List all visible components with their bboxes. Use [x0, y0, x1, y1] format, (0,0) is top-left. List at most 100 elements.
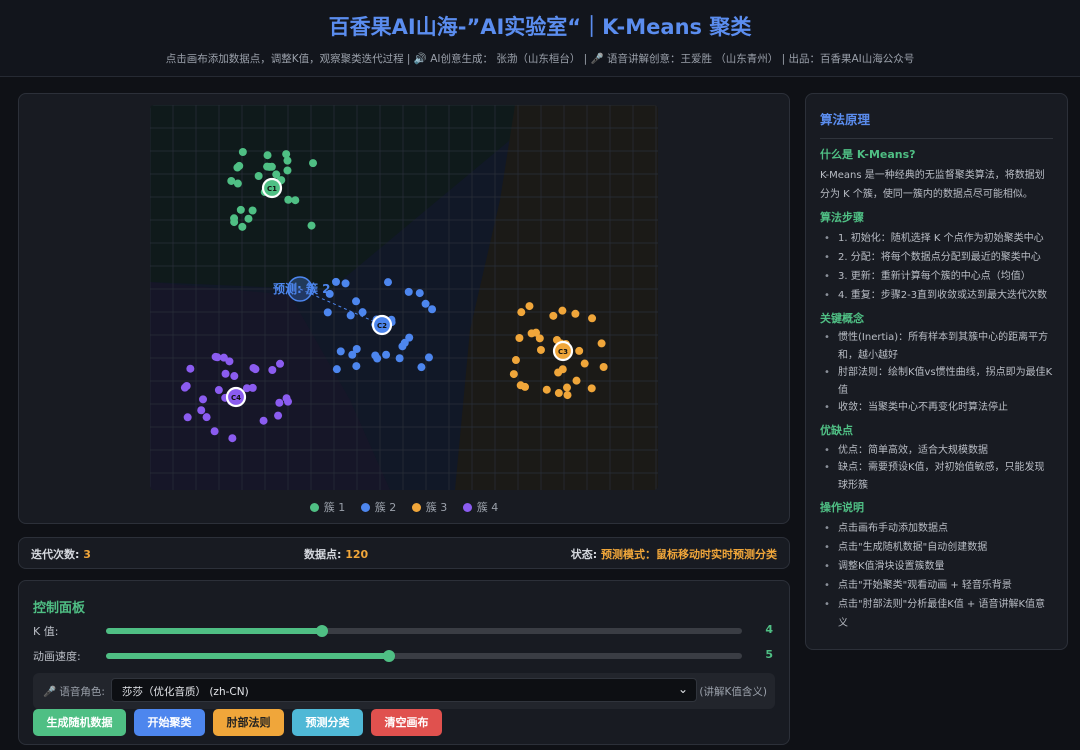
- k-slider[interactable]: [106, 625, 742, 637]
- legend-item-2: 簇 2: [360, 501, 396, 514]
- data-point: [227, 176, 236, 185]
- data-point: [228, 434, 237, 443]
- speed-slider-row: 动画速度: 5: [33, 648, 773, 663]
- data-point: [535, 334, 544, 343]
- data-point: [562, 383, 571, 392]
- data-point: [527, 329, 536, 338]
- algorithm-title: 算法原理: [820, 108, 1053, 139]
- data-point: [509, 370, 518, 379]
- data-point: [291, 196, 300, 205]
- data-point: [276, 359, 285, 368]
- data-point: [268, 365, 277, 374]
- data-point: [248, 206, 257, 215]
- data-point: [219, 353, 228, 362]
- speed-slider[interactable]: [106, 650, 742, 662]
- centroid-2: [371, 314, 393, 336]
- k-value: 4: [765, 623, 773, 636]
- data-point: [307, 221, 316, 230]
- data-point: [254, 172, 263, 181]
- data-point: [242, 384, 251, 393]
- data-point: [597, 339, 606, 348]
- clear-canvas-button[interactable]: 清空画布: [371, 709, 442, 736]
- k-slider-handle[interactable]: [316, 625, 329, 637]
- canvas-panel: 预测: 簇 2 C1 C2 C3 C4 簇 1 簇 2 簇 3 簇 4: [18, 93, 790, 524]
- centroid-label: C2: [377, 322, 387, 330]
- data-point: [588, 314, 597, 323]
- data-point: [373, 354, 382, 363]
- voice-hint: (讲解K值含义): [699, 686, 767, 698]
- data-point: [197, 406, 206, 415]
- elbow-method-button[interactable]: 肘部法则: [213, 709, 284, 736]
- data-point: [282, 394, 291, 403]
- data-point: [599, 363, 608, 372]
- centroid-4: [225, 386, 247, 408]
- data-point: [210, 427, 219, 436]
- k-slider-row: K 值: 4: [33, 623, 773, 638]
- data-point: [213, 353, 222, 362]
- generate-data-button[interactable]: 生成随机数据: [33, 709, 126, 736]
- data-point: [525, 302, 534, 311]
- data-point: [282, 150, 291, 159]
- data-point: [572, 376, 581, 385]
- prediction-label: 预测: 簇 2: [273, 281, 331, 296]
- data-point: [346, 311, 355, 320]
- data-point: [404, 287, 413, 296]
- control-panel: 控制面板 K 值: 4 动画速度: 5 🎤 语音角色: 莎莎（优化音质） (zh…: [18, 580, 790, 745]
- data-point: [352, 362, 361, 371]
- data-point: [352, 297, 361, 306]
- data-point: [352, 344, 361, 353]
- cluster-canvas[interactable]: 预测: 簇 2 C1 C2 C3 C4: [150, 105, 658, 490]
- section-heading: 操作说明: [820, 501, 864, 515]
- legend: 簇 1 簇 2 簇 3 簇 4: [19, 499, 789, 515]
- data-point: [395, 354, 404, 363]
- centroid-label: C3: [558, 348, 568, 356]
- start-clustering-button[interactable]: 开始聚类: [134, 709, 205, 736]
- data-point: [180, 383, 189, 392]
- data-point: [259, 416, 268, 425]
- data-point: [563, 391, 572, 400]
- data-point: [511, 356, 520, 365]
- data-point: [382, 350, 391, 359]
- region-cluster-3: [455, 105, 658, 490]
- section-heading: 算法步骤: [820, 210, 864, 224]
- data-point: [571, 309, 580, 318]
- region-cluster-4: [150, 282, 390, 490]
- centroid-1: [261, 177, 283, 199]
- data-point: [336, 347, 345, 356]
- data-point: [417, 363, 426, 372]
- data-point: [554, 389, 563, 398]
- voice-label: 🎤 语音角色:: [43, 686, 105, 698]
- prediction-line: [299, 288, 383, 326]
- data-point: [238, 148, 247, 157]
- data-point: [521, 382, 530, 391]
- data-point: [558, 306, 567, 315]
- data-point: [284, 195, 293, 204]
- data-point: [587, 384, 596, 393]
- ops-list: 点击画布手动添加数据点点击"生成随机数据"自动创建数据调整K值滑块设置簇数量点击…: [820, 519, 1053, 633]
- header: 百香果AI山海-”AI实验室“｜K-Means 聚类 点击画布添加数据点，调整K…: [0, 0, 1080, 77]
- control-panel-title: 控制面板: [33, 601, 86, 616]
- predict-button[interactable]: 预测分类: [292, 709, 363, 736]
- chevron-down-icon: ⌄: [677, 682, 688, 696]
- voice-select[interactable]: 莎莎（优化音质） (zh-CN) ⌄: [111, 678, 697, 702]
- speed-slider-handle[interactable]: [383, 650, 396, 662]
- data-point: [244, 214, 253, 223]
- legend-item-3: 簇 3: [411, 501, 447, 514]
- data-point: [323, 308, 332, 317]
- data-point: [332, 365, 341, 374]
- data-point: [358, 308, 367, 317]
- data-point: [183, 413, 192, 422]
- data-point: [221, 369, 230, 378]
- page-subtitle: 点击画布添加数据点，调整K值，观察聚类迭代过程 | 🔊 AI创意生成： 张渤（山…: [165, 53, 915, 65]
- data-point: [283, 166, 292, 175]
- data-point: [274, 411, 283, 420]
- legend-item-4: 簇 4: [462, 501, 498, 514]
- data-point: [421, 299, 430, 308]
- steps-list: 1. 初始化：随机选择 K 个点作为初始聚类中心2. 分配：将每个数据点分配到最…: [820, 229, 1053, 305]
- data-point: [238, 222, 247, 231]
- speed-value: 5: [765, 648, 773, 661]
- page-title: 百香果AI山海-”AI实验室“｜K-Means 聚类: [328, 15, 752, 39]
- data-point: [348, 350, 357, 359]
- data-point: [214, 386, 223, 395]
- points-stat: 数据点: 120: [304, 548, 369, 561]
